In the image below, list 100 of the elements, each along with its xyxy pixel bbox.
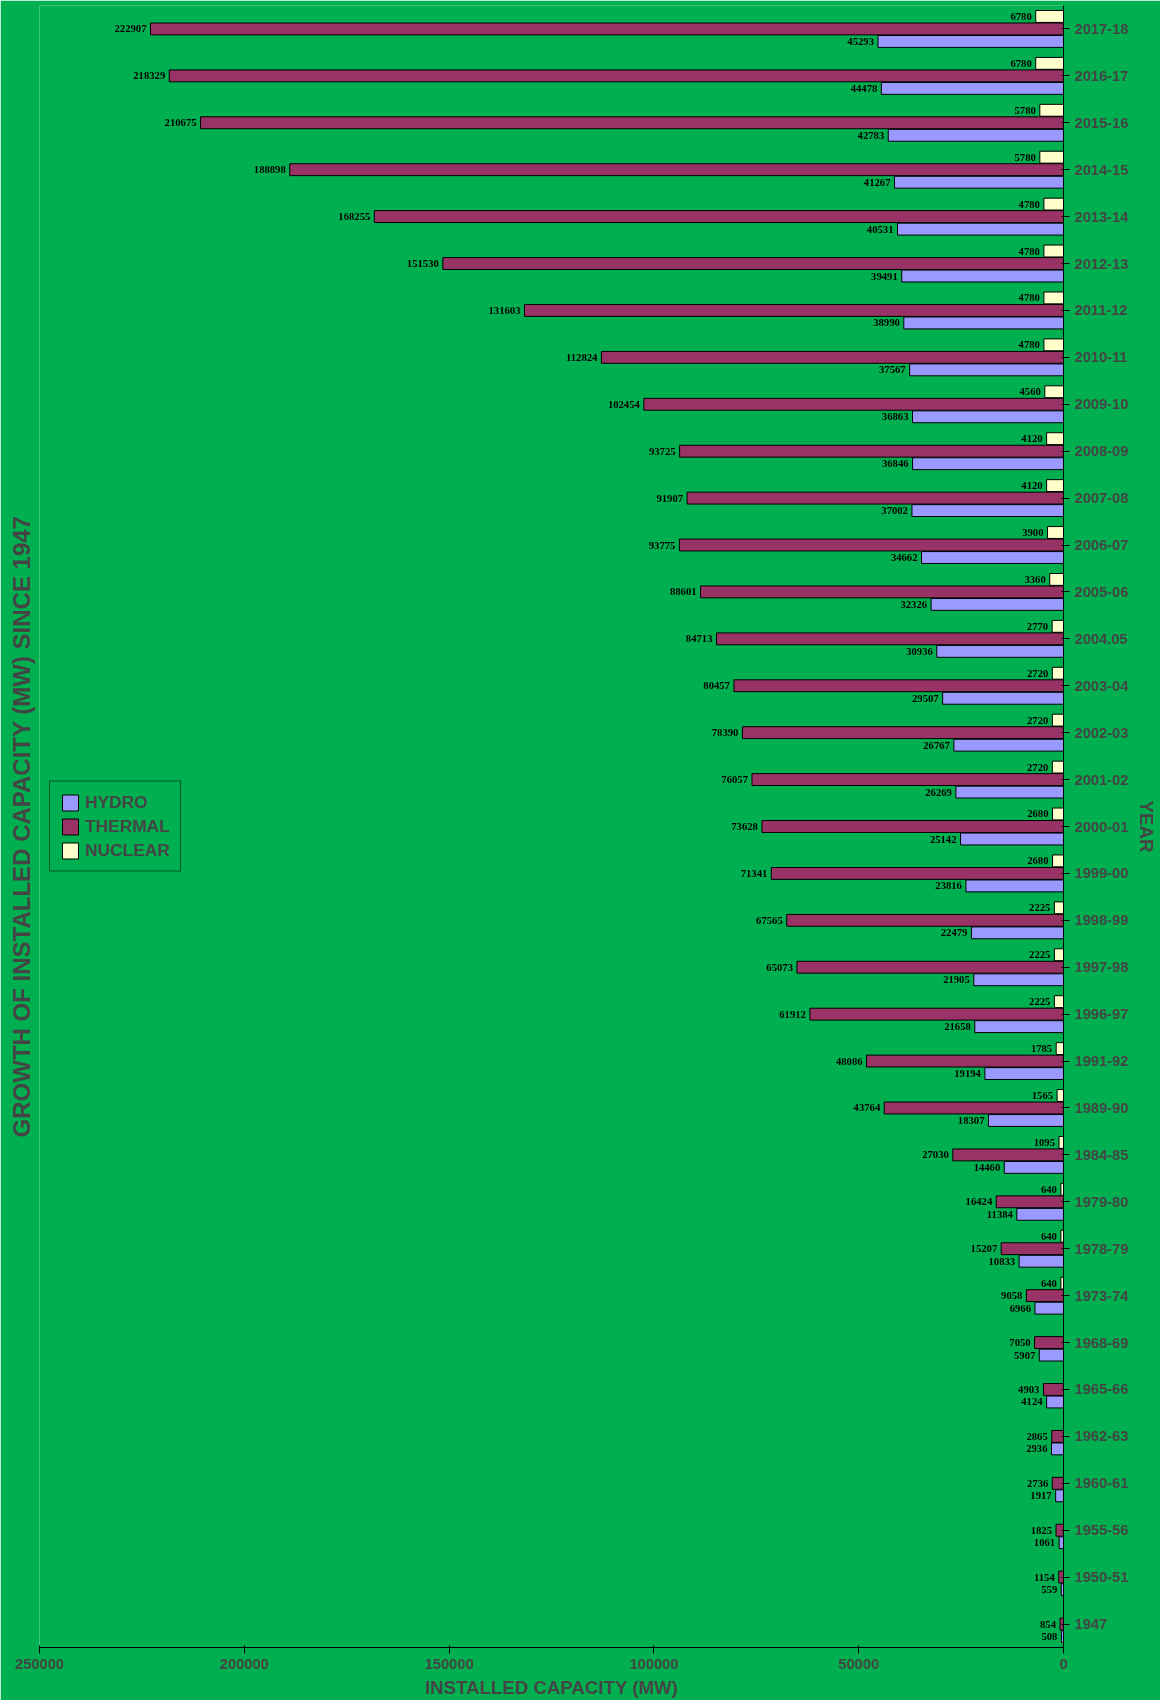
y-tick-label: 2014-15 (1074, 161, 1129, 178)
data-label: 39491 (871, 270, 898, 282)
x-tick-label: 150000 (424, 1655, 474, 1672)
data-label: 9058 (1001, 1290, 1023, 1302)
data-label: 508 (1041, 1631, 1058, 1643)
data-label: 10833 (988, 1255, 1016, 1267)
data-label: 151530 (406, 258, 439, 270)
y-tick-label: 1973-74 (1074, 1287, 1130, 1304)
y-tick-label: 1984-85 (1074, 1146, 1129, 1163)
data-label: 71341 (740, 867, 768, 879)
data-label: 188898 (253, 164, 286, 176)
data-label: 4124 (1021, 1396, 1044, 1408)
data-label: 2225 (1029, 949, 1051, 961)
data-label: 5780 (1014, 151, 1036, 163)
data-label: 67565 (756, 914, 783, 926)
data-label: 6966 (1009, 1302, 1032, 1314)
y-tick-label: 2003-04 (1074, 677, 1130, 694)
data-label: 1154 (1034, 1571, 1056, 1583)
data-label: 1565 (1031, 1089, 1054, 1101)
data-label: 37002 (881, 505, 908, 517)
data-label: 168255 (338, 211, 371, 223)
data-label: 210675 (164, 117, 197, 129)
data-label: 14460 (973, 1161, 1001, 1173)
data-label: 2736 (1026, 1477, 1049, 1489)
data-label: 18307 (957, 1115, 986, 1126)
y-tick-label: 2010-11 (1074, 349, 1128, 366)
data-label: 93725 (648, 445, 676, 457)
data-label: 6780 (1010, 10, 1032, 22)
data-label: 2225 (1029, 902, 1051, 914)
y-tick-label: 1999-00 (1074, 865, 1129, 882)
y-tick-label: 2007-08 (1074, 490, 1129, 507)
data-label: 78390 (711, 727, 739, 739)
data-label: 2770 (1026, 620, 1049, 632)
y-tick-label: 1979-80 (1074, 1193, 1129, 1210)
data-label: 4780 (1018, 245, 1040, 257)
y-tick-label: 1947 (1074, 1616, 1108, 1633)
data-label: 222907 (114, 23, 148, 35)
y-tick-label: 2002-03 (1074, 724, 1129, 741)
data-label: 2720 (1027, 667, 1049, 679)
data-label: 41267 (863, 176, 892, 188)
data-label: 112824 (565, 351, 599, 363)
data-label: 80457 (703, 680, 731, 692)
y-tick-label: 1960-61 (1074, 1475, 1129, 1492)
data-label: 36863 (881, 411, 909, 423)
data-label: 48086 (835, 1055, 864, 1067)
data-label: 26767 (923, 739, 951, 751)
data-label: 88601 (669, 586, 697, 598)
data-label: 7050 (1009, 1337, 1031, 1349)
data-label: 15207 (970, 1243, 998, 1255)
legend-label: THERMAL (85, 815, 170, 837)
data-label: 1825 (1030, 1524, 1053, 1536)
data-label: 22479 (940, 927, 968, 939)
y-tick-label: 2008-09 (1074, 443, 1129, 460)
data-label: 6780 (1010, 57, 1032, 69)
data-label: 19194 (954, 1068, 982, 1080)
data-label: 1785 (1030, 1043, 1053, 1055)
data-label: 5780 (1014, 104, 1036, 116)
y-tick-label: 1989-90 (1074, 1099, 1129, 1116)
data-label: 84713 (685, 633, 713, 645)
legend-label: HYDRO (85, 791, 148, 813)
data-label: 3900 (1022, 527, 1044, 538)
y-tick-label: 2011-12 (1074, 302, 1128, 319)
y-tick-label: 1965-66 (1074, 1381, 1129, 1398)
data-label: 4120 (1021, 433, 1043, 445)
data-label: 131603 (488, 304, 521, 316)
y-tick-label: 1962-63 (1074, 1428, 1129, 1445)
y-tick-label: 2017-18 (1074, 20, 1129, 37)
y-tick-label: 2005-06 (1074, 583, 1129, 600)
y-tick-label: 1997-98 (1074, 959, 1129, 976)
x-tick-label: 0 (1059, 1655, 1068, 1672)
data-label: 2680 (1027, 808, 1049, 820)
data-label: 38990 (873, 317, 900, 329)
data-label: 27030 (922, 1149, 949, 1161)
text: GROWTH OF INSTALLED CAPACITY (MW) SINCE 1947 (7, 516, 35, 1138)
data-label: 21658 (944, 1021, 971, 1033)
y-tick-label: 2015-16 (1074, 114, 1129, 131)
data-label: 42783 (857, 129, 885, 141)
y-tick-label: 2004.05 (1074, 630, 1128, 647)
x-axis-title: INSTALLED CAPACITY (MW) (424, 1676, 678, 1698)
y-tick-label: 2013-14 (1074, 208, 1130, 225)
y-tick-label: 1991-92 (1074, 1053, 1129, 1070)
data-label: 4780 (1018, 339, 1040, 351)
data-label: 43764 (853, 1102, 881, 1114)
data-label: 4560 (1019, 386, 1041, 398)
data-label: 2720 (1027, 714, 1049, 726)
y-tick-label: 2009-10 (1074, 396, 1129, 413)
data-label: 73628 (731, 821, 758, 832)
legend-label: NUCLEAR (85, 839, 170, 861)
data-label: 21905 (943, 974, 970, 986)
data-label: 1095 (1033, 1136, 1056, 1148)
data-label: 640 (1040, 1230, 1057, 1242)
data-label: 16424 (965, 1196, 993, 1208)
data-label: 2936 (1026, 1443, 1049, 1455)
x-tick-label: 100000 (629, 1655, 679, 1672)
data-label: 4780 (1018, 292, 1040, 304)
y-tick-label: 1998-99 (1074, 912, 1129, 929)
data-label: 44478 (850, 82, 878, 94)
data-label: 2865 (1026, 1430, 1048, 1442)
data-label: 4120 (1021, 480, 1043, 492)
x-tick-label: 250000 (15, 1655, 64, 1672)
